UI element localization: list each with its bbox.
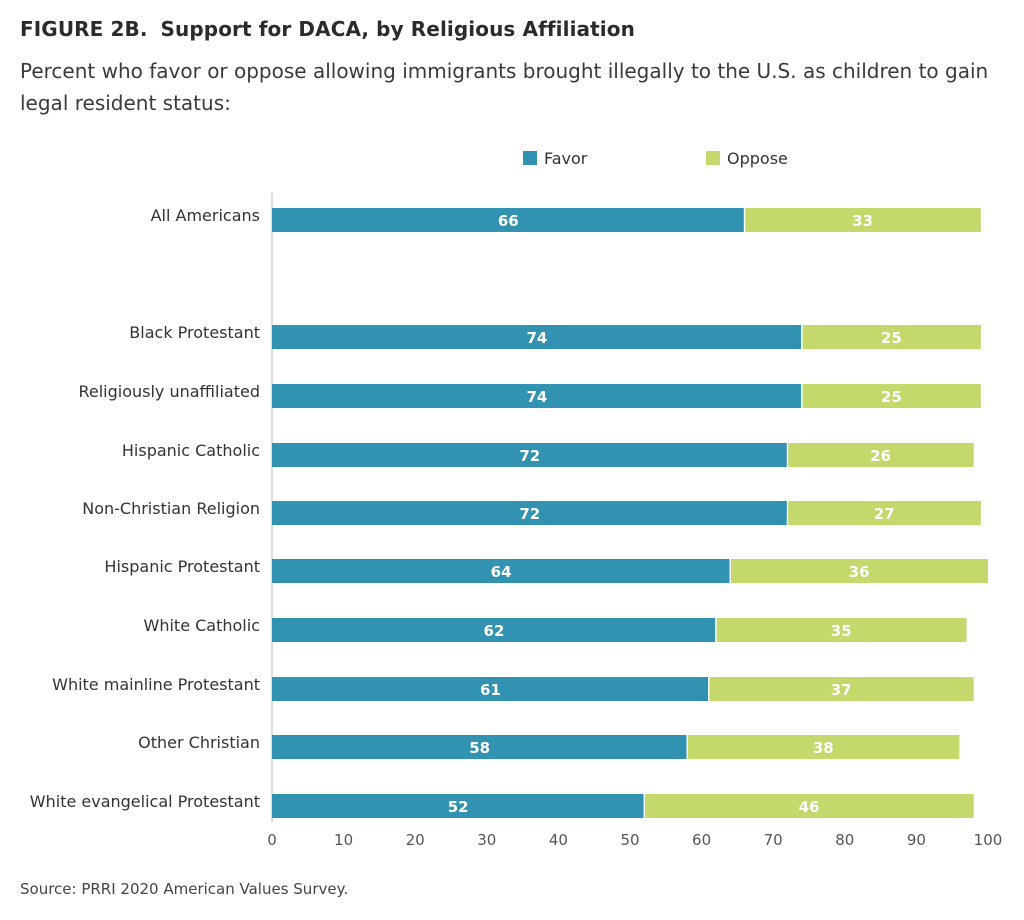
value-label-favor: 61 bbox=[480, 681, 501, 699]
legend-swatch-oppose bbox=[706, 151, 720, 165]
category-label: Hispanic Protestant bbox=[104, 557, 260, 576]
value-label-oppose: 37 bbox=[831, 681, 852, 699]
figure-title-text: Support for DACA, by Religious Affiliati… bbox=[160, 17, 635, 41]
x-tick-label: 50 bbox=[620, 831, 639, 849]
category-label: Hispanic Catholic bbox=[122, 441, 260, 460]
x-tick-label: 100 bbox=[974, 831, 1003, 849]
bar-favor bbox=[272, 735, 688, 759]
category-label: White Catholic bbox=[144, 616, 260, 635]
bar-favor bbox=[272, 325, 802, 349]
value-label-oppose: 27 bbox=[874, 505, 895, 523]
bar-oppose bbox=[787, 443, 974, 467]
value-label-oppose: 33 bbox=[852, 212, 873, 230]
value-label-oppose: 26 bbox=[870, 447, 891, 465]
value-label-favor: 72 bbox=[519, 505, 540, 523]
x-tick-label: 40 bbox=[549, 831, 568, 849]
bar-oppose bbox=[801, 384, 981, 408]
bar-oppose bbox=[708, 677, 974, 701]
value-label-oppose: 36 bbox=[849, 563, 870, 581]
value-label-oppose: 38 bbox=[813, 739, 834, 757]
legend-label-favor: Favor bbox=[544, 149, 588, 168]
bar-favor bbox=[272, 501, 788, 525]
bar-oppose bbox=[687, 735, 960, 759]
x-tick-label: 10 bbox=[334, 831, 353, 849]
bar-favor bbox=[272, 443, 788, 467]
x-tick-label: 60 bbox=[692, 831, 711, 849]
x-tick-label: 30 bbox=[477, 831, 496, 849]
value-label-favor: 74 bbox=[526, 329, 547, 347]
value-label-favor: 74 bbox=[526, 388, 547, 406]
bar-favor bbox=[272, 794, 645, 818]
value-label-oppose: 25 bbox=[881, 329, 902, 347]
value-label-oppose: 35 bbox=[831, 622, 852, 640]
value-label-oppose: 25 bbox=[881, 388, 902, 406]
x-tick-label: 20 bbox=[406, 831, 425, 849]
x-tick-label: 70 bbox=[764, 831, 783, 849]
bar-favor bbox=[272, 384, 802, 408]
category-label: Other Christian bbox=[138, 733, 260, 752]
x-tick-label: 80 bbox=[835, 831, 854, 849]
category-label: White mainline Protestant bbox=[52, 675, 260, 694]
value-label-favor: 52 bbox=[448, 798, 469, 816]
legend-label-oppose: Oppose bbox=[727, 149, 788, 168]
bar-oppose bbox=[644, 794, 974, 818]
figure-title: FIGURE 2B. Support for DACA, by Religious… bbox=[20, 17, 635, 41]
category-label: Non-Christian Religion bbox=[82, 499, 260, 518]
bar-oppose bbox=[787, 501, 981, 525]
x-tick-label: 90 bbox=[907, 831, 926, 849]
value-label-favor: 64 bbox=[491, 563, 512, 581]
value-label-favor: 66 bbox=[498, 212, 519, 230]
figure-label: FIGURE 2B. bbox=[20, 17, 148, 41]
legend-swatch-favor bbox=[523, 151, 537, 165]
bar-favor bbox=[272, 618, 716, 642]
value-label-favor: 72 bbox=[519, 447, 540, 465]
source-note: Source: PRRI 2020 American Values Survey… bbox=[20, 880, 349, 898]
category-label: All Americans bbox=[151, 206, 260, 225]
figure-subtitle: Percent who favor or oppose allowing imm… bbox=[20, 59, 989, 115]
value-label-favor: 62 bbox=[484, 622, 505, 640]
bar-oppose bbox=[715, 618, 967, 642]
category-label: Black Protestant bbox=[129, 323, 260, 342]
bar-oppose bbox=[744, 208, 981, 232]
category-label: Religiously unaffiliated bbox=[78, 382, 260, 401]
x-tick-label: 0 bbox=[267, 831, 277, 849]
bar-favor bbox=[272, 559, 731, 583]
value-label-oppose: 46 bbox=[799, 798, 820, 816]
value-label-favor: 58 bbox=[469, 739, 490, 757]
bar-favor bbox=[272, 208, 745, 232]
bar-oppose bbox=[801, 325, 981, 349]
bar-oppose bbox=[730, 559, 988, 583]
category-label: White evangelical Protestant bbox=[30, 792, 260, 811]
bar-favor bbox=[272, 677, 709, 701]
